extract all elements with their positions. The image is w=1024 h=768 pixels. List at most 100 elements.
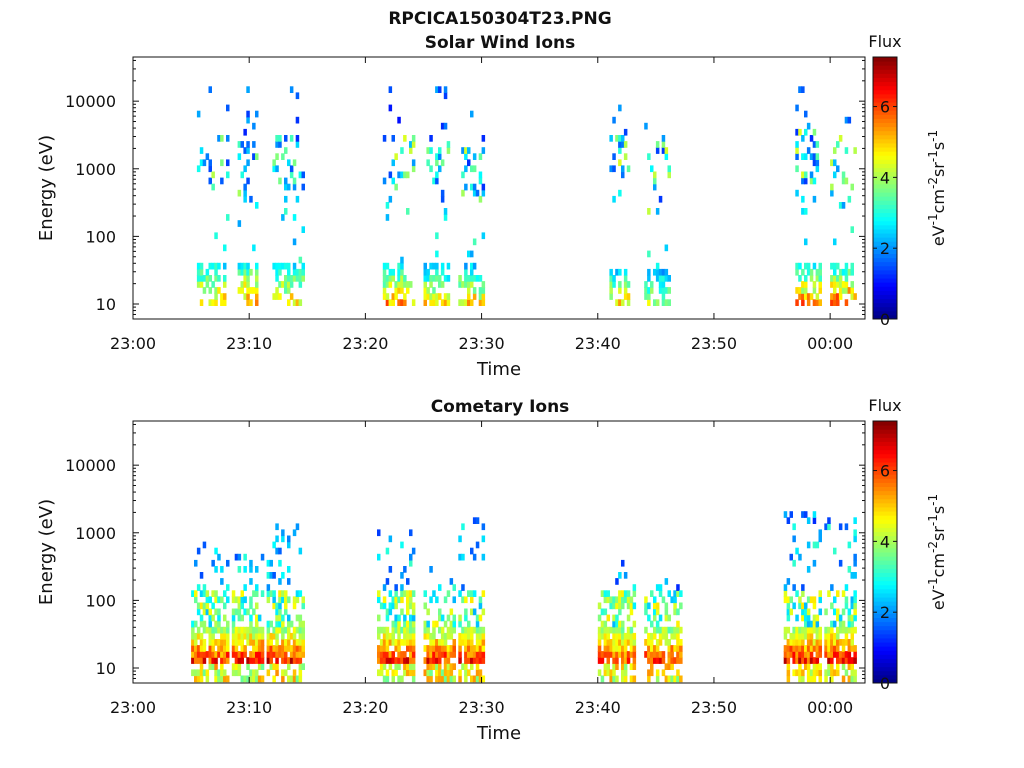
flux-cell [400, 275, 404, 282]
flux-cell [830, 663, 834, 670]
flux-cell [252, 651, 256, 658]
flux-cell [621, 602, 625, 610]
flux-cell [391, 639, 395, 646]
flux-cell [853, 669, 857, 677]
flux-cell [789, 596, 793, 604]
flux-cell [223, 675, 227, 683]
flux-cell [618, 159, 622, 167]
flux-cell [429, 669, 433, 677]
flux-cell [650, 590, 654, 597]
flux-cell [255, 153, 259, 160]
flux-cell [623, 141, 628, 148]
flux-cell [481, 147, 486, 154]
flux-cell [423, 645, 427, 652]
flux-cell [850, 669, 854, 677]
flux-cell [452, 614, 456, 622]
flux-cell [458, 614, 462, 622]
flux-cell [292, 159, 297, 167]
flux-cell [661, 596, 666, 604]
flux-cell [833, 238, 837, 246]
flux-cell [836, 669, 840, 677]
flux-cell [234, 553, 239, 561]
flux-cell [435, 153, 439, 160]
flux-cell [199, 669, 204, 677]
flux-cell [452, 663, 456, 670]
flux-cell [806, 675, 811, 683]
flux-cell [226, 584, 230, 591]
flux-cell [255, 287, 259, 294]
flux-cell [673, 657, 677, 664]
flux-cell [658, 195, 663, 203]
flux-cell [411, 639, 416, 646]
flux-cell [481, 183, 486, 191]
flux-cell [632, 590, 637, 597]
flux-cell [609, 651, 613, 658]
cometary-colorbar-title: Flux [868, 396, 901, 415]
flux-cell [818, 651, 822, 658]
flux-cell [287, 596, 291, 604]
flux-cell [423, 632, 427, 640]
y-tick-label: 10000 [65, 456, 116, 475]
flux-cell [801, 153, 805, 160]
flux-cell [644, 608, 648, 616]
flux-cell [199, 281, 204, 288]
flux-cell [661, 287, 666, 294]
flux-cell [606, 596, 610, 604]
flux-cell [205, 608, 210, 616]
flux-cell [472, 293, 477, 300]
colorbar-segment [873, 97, 897, 103]
flux-cell [249, 620, 253, 628]
flux-cell [833, 147, 837, 154]
flux-cell [394, 183, 398, 191]
flux-cell [629, 645, 634, 652]
flux-cell [609, 165, 613, 173]
colorbar-segment [873, 642, 897, 647]
colorbar-segment [873, 204, 897, 209]
flux-cell [600, 626, 605, 634]
flux-cell [226, 620, 230, 628]
flux-cell [789, 511, 793, 518]
flux-cell [830, 293, 834, 300]
flux-cell [644, 626, 648, 634]
flux-cell [647, 639, 651, 646]
colorbar-segment [873, 216, 897, 222]
flux-cell [792, 657, 796, 664]
flux-cell [252, 244, 256, 252]
flux-cell [385, 281, 390, 288]
flux-cell [388, 651, 393, 658]
flux-cell [377, 632, 381, 640]
flux-cell [275, 632, 279, 640]
flux-cell [246, 116, 250, 124]
colorbar-segment [873, 662, 897, 668]
flux-cell [269, 663, 273, 670]
flux-cell [284, 669, 288, 677]
colorbar-segment [873, 568, 897, 573]
flux-cell [795, 657, 799, 664]
flux-cell [801, 657, 805, 664]
flux-cell [600, 657, 605, 664]
flux-cell [481, 281, 486, 288]
flux-cell [481, 299, 486, 306]
flux-cell [275, 268, 279, 276]
flux-cell [626, 299, 631, 306]
flux-cell [426, 651, 430, 658]
flux-cell [400, 596, 404, 604]
flux-cell [438, 293, 442, 300]
flux-cell [804, 287, 808, 294]
flux-cell [438, 153, 442, 160]
flux-cell [388, 608, 393, 616]
flux-cell [397, 651, 401, 658]
flux-cell [615, 639, 619, 646]
flux-cell [377, 590, 381, 597]
flux-cell [191, 626, 195, 634]
flux-cell [446, 262, 451, 270]
flux-cell [400, 147, 404, 154]
flux-cell [618, 287, 622, 294]
colorbar-tick-label: 4 [880, 168, 890, 187]
flux-cell [621, 669, 625, 677]
flux-cell [629, 675, 634, 683]
flux-cell [205, 596, 210, 604]
flux-cell [609, 596, 613, 604]
flux-cell [478, 195, 483, 203]
